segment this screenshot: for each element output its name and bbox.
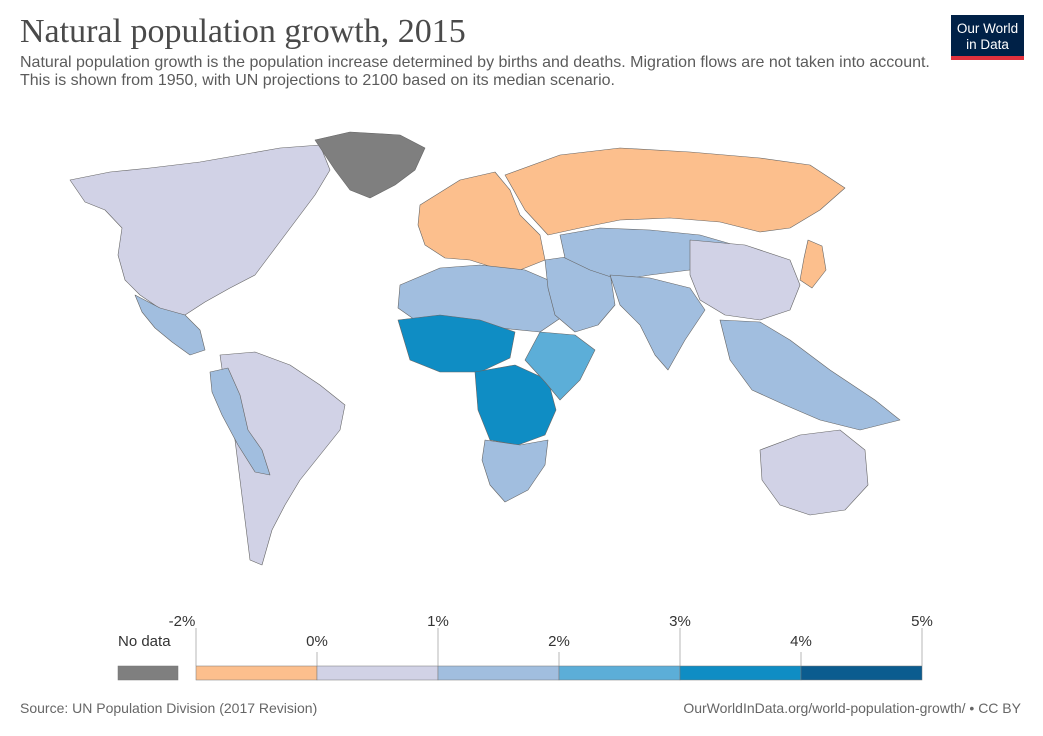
world-map bbox=[69, 131, 901, 566]
legend-tick-label-4: 3% bbox=[669, 613, 691, 630]
legend-bin-0[interactable] bbox=[195, 665, 318, 681]
legend-no-data-swatch bbox=[117, 665, 179, 681]
region-russia[interactable] bbox=[504, 147, 846, 236]
legend-tick-label-2: 1% bbox=[427, 613, 449, 630]
legend-tick-label-1: 0% bbox=[306, 633, 328, 650]
legend-bin-5[interactable] bbox=[800, 665, 923, 681]
region-australia[interactable] bbox=[759, 429, 869, 516]
source-url-link[interactable]: OurWorldInData.org/world-population-grow… bbox=[683, 700, 1021, 716]
region-andes[interactable] bbox=[209, 367, 271, 476]
region-central-africa[interactable] bbox=[474, 364, 557, 446]
owid-logo[interactable]: Our World in Data bbox=[951, 15, 1024, 60]
region-japan[interactable] bbox=[799, 239, 827, 289]
region-east-africa[interactable] bbox=[524, 331, 596, 401]
legend-tick-label-0: -2% bbox=[169, 613, 196, 630]
legend-tick-label-6: 5% bbox=[911, 613, 933, 630]
legend-bin-2[interactable] bbox=[437, 665, 560, 681]
legend-bin-4[interactable] bbox=[679, 665, 802, 681]
region-south-asia[interactable] bbox=[609, 274, 706, 371]
legend-ticks: -2% 0% 1% 2% 3% 4% 5% bbox=[169, 613, 933, 666]
region-central-america[interactable] bbox=[134, 294, 206, 356]
legend-bins bbox=[195, 665, 923, 681]
legend-bin-3[interactable] bbox=[558, 665, 681, 681]
logo-line-2: in Data bbox=[966, 37, 1009, 52]
map-legend: No data -2% 0% 1% 2% 3% 4% 5% bbox=[117, 613, 933, 681]
page-title: Natural population growth, 2015 bbox=[20, 13, 466, 50]
region-europe[interactable] bbox=[417, 171, 546, 271]
legend-tick-label-5: 4% bbox=[790, 633, 812, 650]
source-note: Source: UN Population Division (2017 Rev… bbox=[20, 700, 318, 716]
region-north-america[interactable] bbox=[69, 144, 331, 316]
legend-tick-label-3: 2% bbox=[548, 633, 570, 650]
region-west-africa[interactable] bbox=[397, 314, 516, 373]
legend-bin-1[interactable] bbox=[316, 665, 439, 681]
region-south-america[interactable] bbox=[219, 351, 346, 566]
region-greenland[interactable] bbox=[314, 131, 426, 199]
page-subtitle: Natural population growth is the populat… bbox=[20, 54, 930, 89]
region-southern-africa[interactable] bbox=[481, 439, 549, 503]
region-southeast-asia[interactable] bbox=[719, 319, 901, 431]
logo-line-1: Our World bbox=[956, 21, 1019, 36]
region-china[interactable] bbox=[689, 239, 801, 321]
legend-no-data-label: No data bbox=[118, 633, 171, 650]
